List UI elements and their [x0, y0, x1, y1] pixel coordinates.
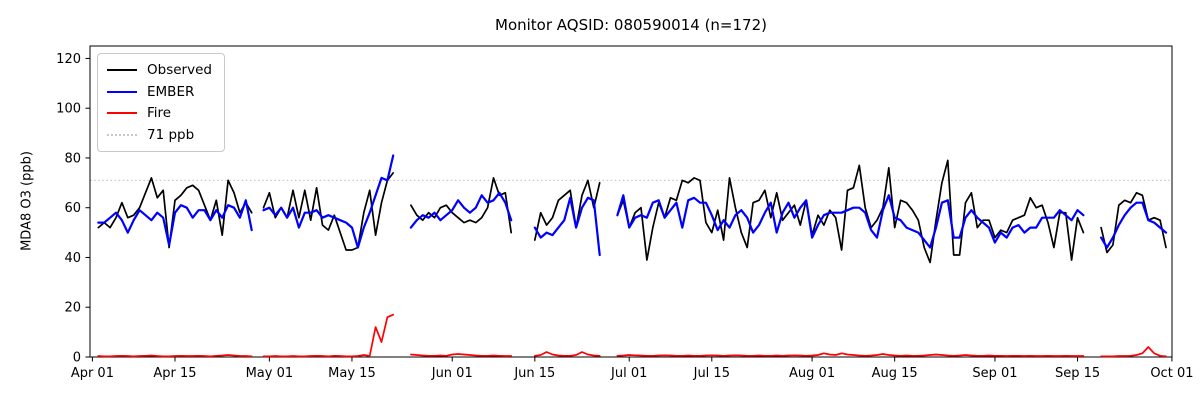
x-tick-label: Jul 01 [610, 366, 647, 381]
fire-line-swatch [107, 112, 137, 114]
legend-label-threshold: 71 ppb [147, 126, 195, 143]
observed-line [410, 177, 513, 234]
y-tick-label: 120 [56, 52, 81, 67]
observed-line [1100, 191, 1167, 254]
y-tick-label: 0 [73, 351, 81, 366]
ember-line [262, 154, 395, 249]
legend-label-fire: Fire [147, 105, 172, 121]
ember-line [533, 196, 601, 257]
x-tick-label: Oct 01 [1150, 366, 1193, 381]
fire-line [533, 351, 601, 357]
plot-border [89, 45, 1173, 358]
x-tick-label: Jun 01 [431, 366, 473, 381]
x-tick-label: Apr 15 [153, 366, 196, 381]
legend: Observed EMBER Fire 71 ppb [97, 53, 225, 152]
observed-line [533, 179, 601, 241]
legend-label-observed: Observed [147, 62, 212, 78]
ember-line [1099, 201, 1168, 249]
x-tick-label: Sep 15 [1055, 366, 1100, 381]
x-tick-label: Jun 15 [513, 366, 555, 381]
ember-line-swatch [107, 90, 137, 93]
legend-item-observed: Observed [107, 62, 212, 78]
legend-label-ember: EMBER [147, 83, 195, 100]
y-tick-label: 40 [64, 251, 81, 266]
observed-line [616, 159, 1085, 264]
fire-line [616, 352, 1085, 357]
fire-line [1100, 346, 1167, 358]
x-tick-label: Apr 01 [71, 366, 114, 381]
y-tick-label: 60 [64, 201, 81, 216]
legend-item-threshold: 71 ppb [107, 127, 212, 143]
y-tick-label: 80 [64, 151, 81, 166]
chart-title: Monitor AQSID: 080590014 (n=172) [495, 16, 767, 34]
x-tick-label: Sep 01 [972, 366, 1017, 381]
y-tick-label: 100 [56, 102, 81, 117]
fire-line [97, 354, 253, 358]
observed-line [97, 177, 253, 249]
threshold-line-swatch [107, 133, 137, 136]
fire-line [410, 353, 513, 357]
ember-line [616, 194, 1085, 249]
ember-line [409, 191, 513, 229]
x-tick-label: Jul 15 [693, 366, 730, 381]
x-tick-label: May 15 [328, 366, 376, 381]
x-tick-label: Aug 01 [789, 366, 835, 381]
legend-item-fire: Fire [107, 105, 212, 121]
fire-line [262, 313, 395, 358]
y-tick-label: 20 [64, 301, 81, 316]
x-tick-label: Aug 15 [872, 366, 918, 381]
observed-line-swatch [107, 69, 137, 71]
ember-line [97, 199, 253, 247]
legend-item-ember: EMBER [107, 84, 212, 100]
x-tick-label: May 01 [246, 366, 294, 381]
